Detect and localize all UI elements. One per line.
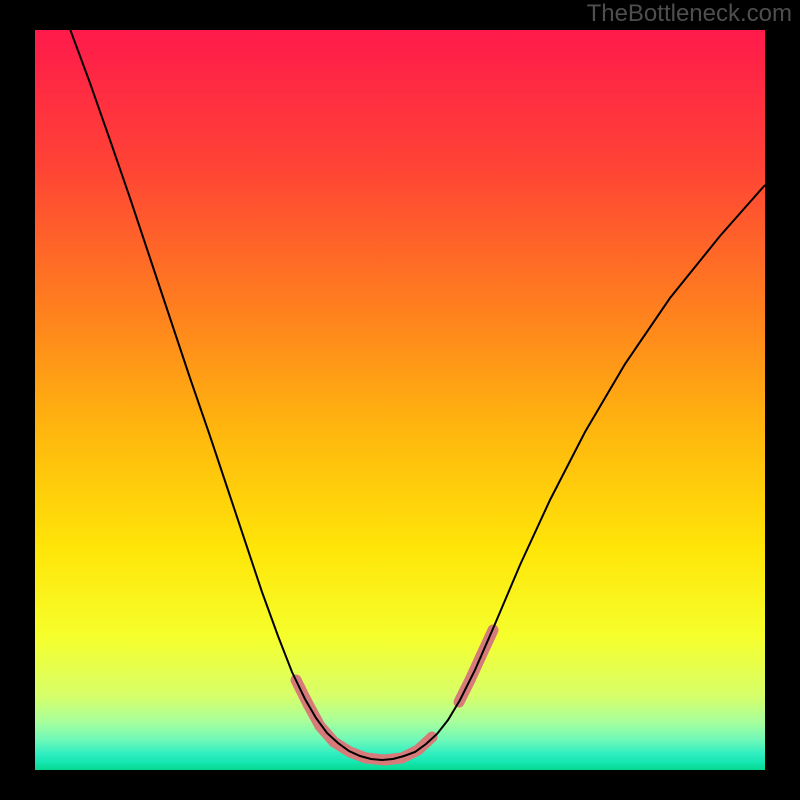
plot-background [35, 30, 765, 770]
chart-svg [0, 0, 800, 800]
chart-stage: TheBottleneck.com [0, 0, 800, 800]
